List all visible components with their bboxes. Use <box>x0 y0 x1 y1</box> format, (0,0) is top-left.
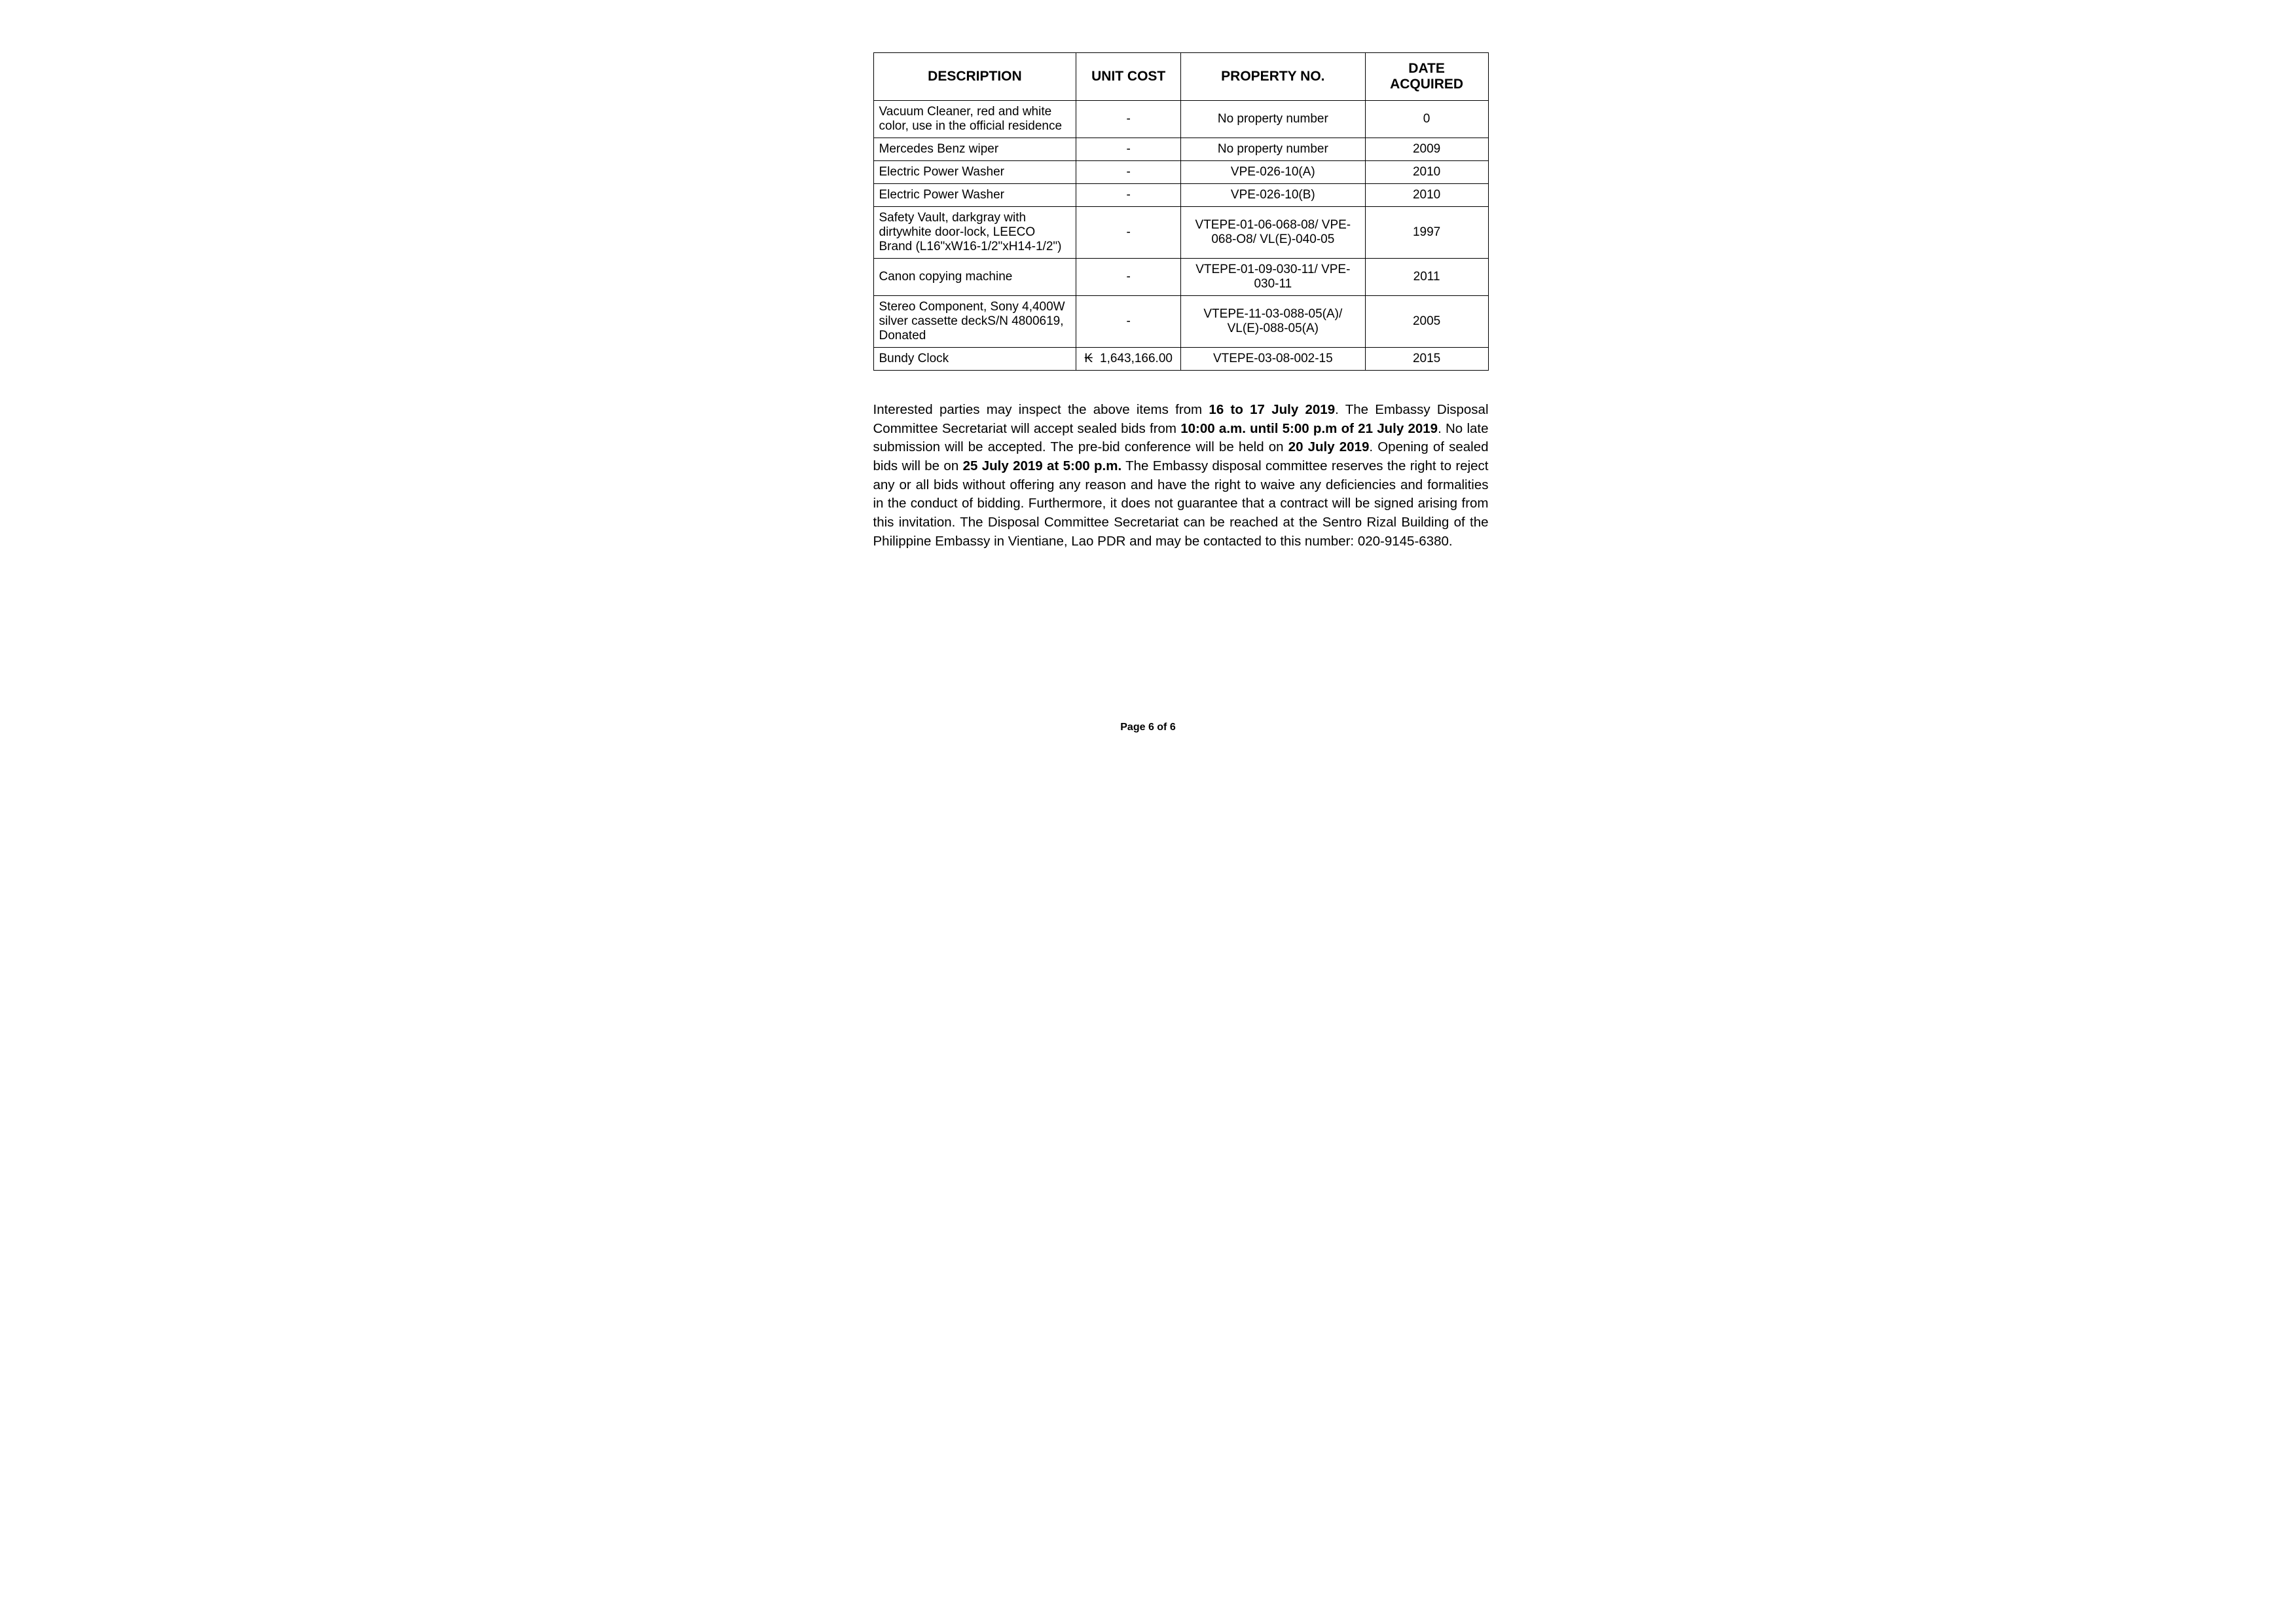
table-row: Safety Vault, darkgray with dirtywhite d… <box>873 207 1488 259</box>
body-text-segment: Interested parties may inspect the above… <box>873 402 1209 417</box>
unit-cost-value: 1,643,166.00 <box>1100 352 1173 366</box>
body-bold-segment: 25 July 2019 at 5:00 p.m. <box>963 458 1122 473</box>
cell-unit-cost: ₭ 1,643,166.00 <box>1076 348 1181 371</box>
cell-property-no: VTEPE-01-09-030-11/ VPE-030-11 <box>1180 259 1365 296</box>
cell-unit-cost: - <box>1076 138 1181 161</box>
cell-date-acquired: 0 <box>1365 101 1488 138</box>
table-row: Bundy Clock ₭ 1,643,166.00 VTEPE-03-08-0… <box>873 348 1488 371</box>
cell-description: Vacuum Cleaner, red and white color, use… <box>873 101 1076 138</box>
cell-date-acquired: 1997 <box>1365 207 1488 259</box>
table-header-row: DESCRIPTION UNIT COST PROPERTY NO. DATE … <box>873 53 1488 101</box>
table-row: Vacuum Cleaner, red and white color, use… <box>873 101 1488 138</box>
cell-unit-cost: - <box>1076 207 1181 259</box>
content-area: DESCRIPTION UNIT COST PROPERTY NO. DATE … <box>873 52 1489 551</box>
cell-property-no: No property number <box>1180 138 1365 161</box>
body-bold-segment: 10:00 a.m. until 5:00 p.m of 21 July 201… <box>1180 421 1438 436</box>
cell-unit-cost: - <box>1076 101 1181 138</box>
cell-property-no: VTEPE-01-06-068-08/ VPE-068-O8/ VL(E)-04… <box>1180 207 1365 259</box>
cell-date-acquired: 2010 <box>1365 184 1488 207</box>
document-page: DESCRIPTION UNIT COST PROPERTY NO. DATE … <box>756 0 1541 760</box>
cell-date-acquired: 2011 <box>1365 259 1488 296</box>
unit-cost-currency: ₭ <box>1084 352 1093 366</box>
header-property-no: PROPERTY NO. <box>1180 53 1365 101</box>
cell-property-no: VPE-026-10(B) <box>1180 184 1365 207</box>
table-row: Electric Power Washer - VPE-026-10(A) 20… <box>873 161 1488 184</box>
cell-unit-cost: - <box>1076 184 1181 207</box>
header-description: DESCRIPTION <box>873 53 1076 101</box>
cell-description: Mercedes Benz wiper <box>873 138 1076 161</box>
header-unit-cost: UNIT COST <box>1076 53 1181 101</box>
cell-unit-cost: - <box>1076 296 1181 348</box>
body-bold-segment: 20 July 2019 <box>1288 439 1370 454</box>
body-paragraph: Interested parties may inspect the above… <box>873 401 1489 551</box>
cell-description: Stereo Component, Sony 4,400W silver cas… <box>873 296 1076 348</box>
cell-date-acquired: 2009 <box>1365 138 1488 161</box>
cell-date-acquired: 2015 <box>1365 348 1488 371</box>
table-row: Stereo Component, Sony 4,400W silver cas… <box>873 296 1488 348</box>
cell-property-no: VTEPE-03-08-002-15 <box>1180 348 1365 371</box>
cell-description: Bundy Clock <box>873 348 1076 371</box>
cell-property-no: No property number <box>1180 101 1365 138</box>
header-date-acquired: DATE ACQUIRED <box>1365 53 1488 101</box>
cell-description: Canon copying machine <box>873 259 1076 296</box>
page-footer: Page 6 of 6 <box>795 722 1502 733</box>
cell-property-no: VTEPE-11-03-088-05(A)/ VL(E)-088-05(A) <box>1180 296 1365 348</box>
cell-unit-cost: - <box>1076 161 1181 184</box>
cell-date-acquired: 2010 <box>1365 161 1488 184</box>
table-body: Vacuum Cleaner, red and white color, use… <box>873 101 1488 371</box>
cell-description: Electric Power Washer <box>873 161 1076 184</box>
cell-description: Electric Power Washer <box>873 184 1076 207</box>
table-row: Electric Power Washer - VPE-026-10(B) 20… <box>873 184 1488 207</box>
cell-description: Safety Vault, darkgray with dirtywhite d… <box>873 207 1076 259</box>
table-row: Mercedes Benz wiper - No property number… <box>873 138 1488 161</box>
body-bold-segment: 16 to 17 July 2019 <box>1209 402 1335 417</box>
cell-unit-cost: - <box>1076 259 1181 296</box>
property-table: DESCRIPTION UNIT COST PROPERTY NO. DATE … <box>873 52 1489 371</box>
cell-property-no: VPE-026-10(A) <box>1180 161 1365 184</box>
table-row: Canon copying machine - VTEPE-01-09-030-… <box>873 259 1488 296</box>
cell-date-acquired: 2005 <box>1365 296 1488 348</box>
